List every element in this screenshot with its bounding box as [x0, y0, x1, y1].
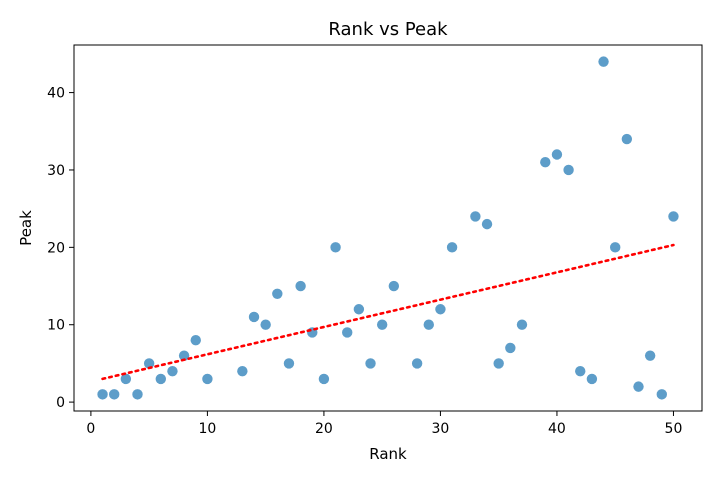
data-point [563, 164, 574, 176]
data-point [155, 373, 167, 385]
data-point [108, 389, 120, 400]
data-point [644, 350, 656, 361]
data-point [516, 319, 528, 330]
data-point [446, 242, 458, 253]
data-point [598, 56, 609, 67]
data-point [97, 389, 108, 400]
data-point [365, 358, 376, 369]
y-tick-label: 30 [47, 163, 65, 179]
data-point [260, 319, 271, 330]
data-point [551, 149, 563, 160]
data-point [295, 280, 306, 292]
y-axis-label: Peak [17, 210, 35, 246]
x-tick-label: 50 [665, 421, 683, 437]
data-point [609, 242, 621, 253]
data-point [505, 342, 516, 354]
x-tick-label: 10 [198, 421, 216, 437]
data-point [470, 211, 481, 222]
data-point [633, 381, 644, 392]
data-point [143, 358, 155, 369]
data-point [283, 358, 295, 369]
data-point [353, 304, 365, 315]
data-point [376, 319, 388, 330]
data-point [248, 311, 260, 323]
data-point [342, 327, 353, 338]
data-point [668, 211, 679, 222]
x-tick-label: 40 [548, 421, 566, 437]
data-point [178, 350, 190, 361]
axis-ticks: 0 10 20 30 40 50 0 10 20 30 40 [47, 86, 682, 437]
data-point [435, 304, 446, 315]
x-axis-label: Rank [369, 445, 407, 463]
axes-frame [73, 44, 703, 412]
data-point [621, 133, 633, 145]
data-point [132, 389, 143, 400]
x-tick-label: 30 [432, 421, 450, 437]
chart-title: Rank vs Peak [328, 19, 448, 40]
trend-line [101, 243, 675, 381]
data-point [120, 373, 132, 385]
y-tick-label: 20 [47, 240, 65, 256]
data-point [656, 389, 668, 400]
x-tick-label: 0 [86, 421, 95, 437]
y-tick-label: 10 [47, 318, 65, 334]
data-point [493, 358, 504, 369]
plot-area [97, 56, 679, 400]
data-point [540, 157, 551, 168]
y-tick-label: 40 [47, 86, 65, 102]
x-tick-label: 20 [315, 421, 333, 437]
data-point [423, 319, 434, 330]
data-point [272, 288, 283, 299]
data-point [318, 373, 330, 385]
data-point [586, 373, 598, 385]
data-point [388, 280, 400, 292]
y-tick-label: 0 [56, 395, 65, 411]
data-point [202, 373, 213, 385]
data-point [411, 358, 423, 369]
data-point [330, 242, 341, 253]
data-point [575, 365, 586, 377]
data-point [190, 334, 201, 346]
data-point [481, 218, 493, 230]
data-point [167, 365, 178, 377]
data-point [237, 365, 248, 377]
